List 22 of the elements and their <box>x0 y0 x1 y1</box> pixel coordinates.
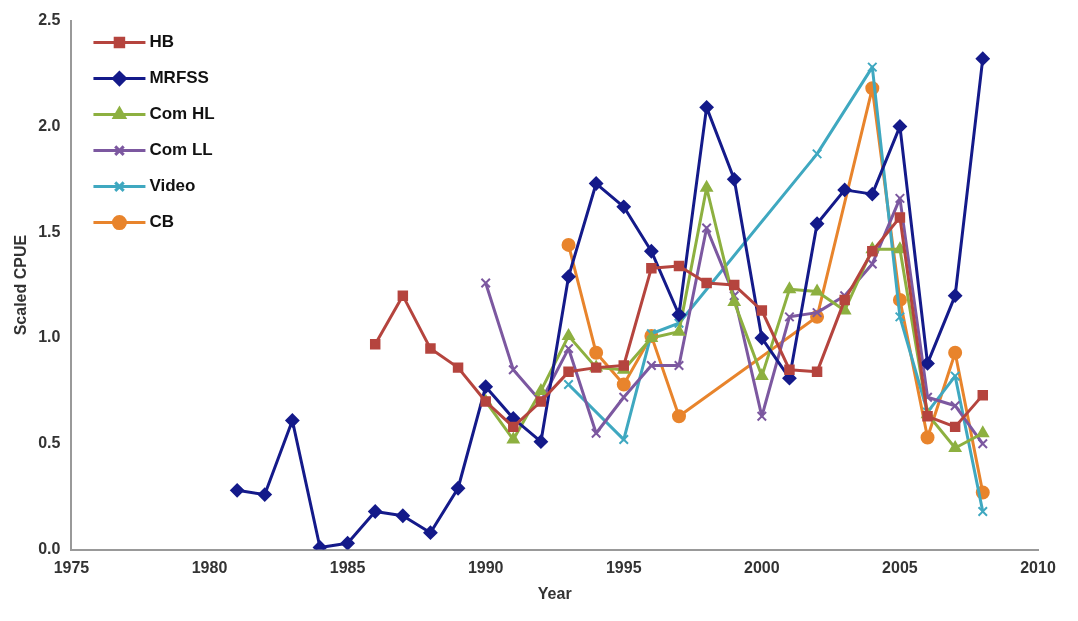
legend-label: CB <box>149 212 174 232</box>
x-axis-title: Year <box>537 584 572 602</box>
x-tick-label: 2000 <box>744 558 780 576</box>
x-tick-label: 1985 <box>329 558 366 576</box>
y-tick-label: 2.0 <box>38 116 61 134</box>
y-tick-label: 0.5 <box>38 434 61 452</box>
legend-label: HB <box>149 32 174 52</box>
y-axis-title: Scaled CPUE <box>12 234 30 336</box>
x-tick-label: 1975 <box>53 558 90 576</box>
y-tick-label: 2.5 <box>38 11 61 29</box>
legend-label: Com HL <box>149 104 215 124</box>
x-tick-label: 1980 <box>191 558 228 576</box>
x-tick-label: 2005 <box>882 558 918 576</box>
y-tick-label: 1.0 <box>38 328 61 346</box>
x-tick-label: 1990 <box>467 558 504 576</box>
legend-label: Video <box>149 176 196 196</box>
x-tick-label: 1995 <box>605 558 642 576</box>
y-tick-label: 0.0 <box>38 540 61 558</box>
legend-label: MRFSS <box>149 68 209 88</box>
legend-label: Com LL <box>149 140 213 160</box>
x-tick-label: 2010 <box>1020 558 1056 576</box>
y-tick-label: 1.5 <box>38 222 61 240</box>
